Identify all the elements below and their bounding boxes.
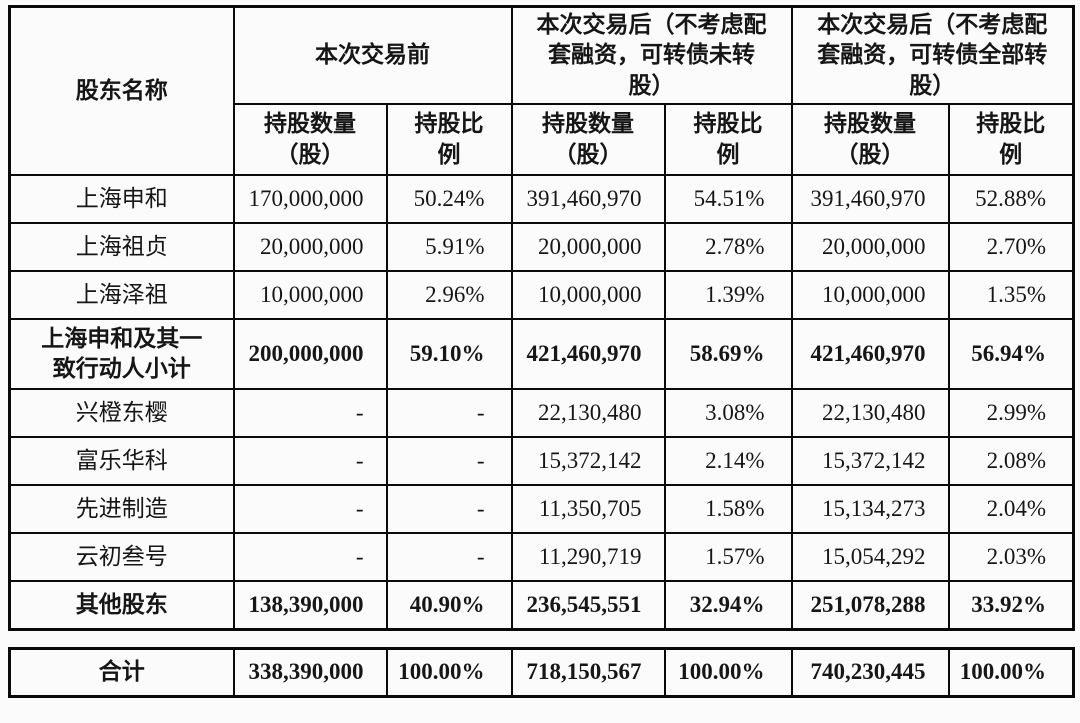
post2-ratio-header: 持股比 例 bbox=[947, 103, 1075, 177]
post1-qty-cell: 11,290,719 bbox=[510, 532, 666, 583]
header-sub-row: 持股数量 （股） 持股比 例 持股数量 （股） 持股比 例 持股数量 （股） 持… bbox=[10, 103, 1075, 177]
post1-pct-cell: 1.57% bbox=[663, 532, 793, 583]
post1-qty-cell: 22,130,480 bbox=[510, 388, 666, 439]
shareholder-name: 上海申和及其一 致行动人小计 bbox=[8, 318, 235, 391]
post1-qty-cell: 20,000,000 bbox=[510, 222, 666, 273]
pre-pct-cell: 2.96% bbox=[385, 270, 513, 321]
table-row-shanghai-zuzhen: 上海祖贞 20,000,000 5.91% 20,000,000 2.78% 2… bbox=[8, 222, 1075, 273]
shareholder-name: 上海祖贞 bbox=[8, 222, 235, 273]
post2-pct-cell: 52.88% bbox=[947, 174, 1075, 225]
total-label: 合计 bbox=[8, 647, 235, 698]
post1-pct-cell: 2.78% bbox=[663, 222, 793, 273]
table-row-shanghai-shenhe: 上海申和 170,000,000 50.24% 391,460,970 54.5… bbox=[8, 174, 1075, 225]
post2-pct-cell: 1.35% bbox=[947, 270, 1075, 321]
post1-qty-cell: 10,000,000 bbox=[510, 270, 666, 321]
pre-qty-cell: 20,000,000 bbox=[232, 222, 388, 273]
pre-qty-total-cell: 338,390,000 bbox=[232, 647, 388, 698]
pre-qty-cell: 200,000,000 bbox=[232, 318, 388, 391]
group-header-post-converted: 本次交易后（不考虑配 套融资，可转债全部转 股） bbox=[790, 5, 1075, 106]
post1-qty-cell: 236,545,551 bbox=[510, 580, 666, 631]
post2-pct-cell: 33.92% bbox=[947, 580, 1075, 631]
pre-qty-cell: - bbox=[232, 436, 388, 487]
post2-quantity-header: 持股数量 （股） bbox=[790, 103, 950, 177]
table-row-total: 合计 338,390,000 100.00% 718,150,567 100.0… bbox=[8, 647, 1075, 698]
pre-pct-cell: - bbox=[385, 388, 513, 439]
table-row-xingcheng-dongying: 兴橙东樱 - - 22,130,480 3.08% 22,130,480 2.9… bbox=[8, 388, 1075, 439]
group-header-post-unconverted: 本次交易后（不考虑配 套融资，可转债未转 股） bbox=[510, 5, 793, 106]
post2-qty-cell: 15,054,292 bbox=[790, 532, 950, 583]
pre-pct-cell: - bbox=[385, 532, 513, 583]
post2-qty-cell: 421,460,970 bbox=[790, 318, 950, 391]
post1-qty-cell: 11,350,705 bbox=[510, 484, 666, 535]
pre-qty-cell: 138,390,000 bbox=[232, 580, 388, 631]
pre-ratio-header: 持股比 例 bbox=[385, 103, 513, 177]
shareholder-name: 上海申和 bbox=[8, 174, 235, 225]
post2-qty-cell: 10,000,000 bbox=[790, 270, 950, 321]
group-header-pre-transaction: 本次交易前 bbox=[232, 5, 513, 106]
post1-quantity-header: 持股数量 （股） bbox=[510, 103, 666, 177]
shareholder-name: 云初叁号 bbox=[8, 532, 235, 583]
table-row-xianjin-zhizao: 先进制造 - - 11,350,705 1.58% 15,134,273 2.0… bbox=[8, 484, 1075, 535]
post2-pct-cell: 2.03% bbox=[947, 532, 1075, 583]
pre-qty-cell: 10,000,000 bbox=[232, 270, 388, 321]
post2-qty-cell: 20,000,000 bbox=[790, 222, 950, 273]
pre-qty-cell: 170,000,000 bbox=[232, 174, 388, 225]
table-row-other-shareholders: 其他股东 138,390,000 40.90% 236,545,551 32.9… bbox=[8, 580, 1075, 631]
pre-qty-cell: - bbox=[232, 388, 388, 439]
post2-qty-cell: 251,078,288 bbox=[790, 580, 950, 631]
post1-ratio-header: 持股比 例 bbox=[663, 103, 793, 177]
post2-qty-cell: 15,134,273 bbox=[790, 484, 950, 535]
post2-pct-cell: 2.04% bbox=[947, 484, 1075, 535]
shareholder-name-header: 股东名称 bbox=[8, 5, 235, 177]
post2-pct-cell: 2.70% bbox=[947, 222, 1075, 273]
post2-qty-cell: 15,372,142 bbox=[790, 436, 950, 487]
post2-pct-cell: 2.08% bbox=[947, 436, 1075, 487]
table-row-acting-in-concert-subtotal: 上海申和及其一 致行动人小计 200,000,000 59.10% 421,46… bbox=[8, 318, 1075, 391]
pre-pct-cell: - bbox=[385, 436, 513, 487]
post1-qty-cell: 15,372,142 bbox=[510, 436, 666, 487]
post1-pct-cell: 2.14% bbox=[663, 436, 793, 487]
post2-qty-cell: 22,130,480 bbox=[790, 388, 950, 439]
pre-qty-cell: - bbox=[232, 484, 388, 535]
pre-quantity-header: 持股数量 （股） bbox=[232, 103, 388, 177]
post2-qty-total-cell: 740,230,445 bbox=[790, 647, 950, 698]
post2-pct-cell: 56.94% bbox=[947, 318, 1075, 391]
pre-pct-cell: 40.90% bbox=[385, 580, 513, 631]
pre-pct-cell: 59.10% bbox=[385, 318, 513, 391]
shareholding-table: 股东名称 本次交易前 本次交易后（不考虑配 套融资，可转债未转 股） 本次交易后… bbox=[8, 5, 1075, 631]
pre-pct-cell: 50.24% bbox=[385, 174, 513, 225]
post1-pct-cell: 32.94% bbox=[663, 580, 793, 631]
table-separator-gap bbox=[8, 631, 1072, 647]
pre-pct-cell: - bbox=[385, 484, 513, 535]
shareholder-name: 上海泽祖 bbox=[8, 270, 235, 321]
pre-qty-cell: - bbox=[232, 532, 388, 583]
post1-qty-cell: 391,460,970 bbox=[510, 174, 666, 225]
post2-qty-cell: 391,460,970 bbox=[790, 174, 950, 225]
post1-pct-cell: 1.39% bbox=[663, 270, 793, 321]
post2-pct-cell: 2.99% bbox=[947, 388, 1075, 439]
shareholder-name: 兴橙东樱 bbox=[8, 388, 235, 439]
pre-pct-cell: 5.91% bbox=[385, 222, 513, 273]
table-row-fule-huake: 富乐华科 - - 15,372,142 2.14% 15,372,142 2.0… bbox=[8, 436, 1075, 487]
shareholder-name: 其他股东 bbox=[8, 580, 235, 631]
post2-pct-total-cell: 100.00% bbox=[947, 647, 1075, 698]
shareholder-name: 富乐华科 bbox=[8, 436, 235, 487]
post1-qty-total-cell: 718,150,567 bbox=[510, 647, 666, 698]
post1-pct-cell: 1.58% bbox=[663, 484, 793, 535]
post1-qty-cell: 421,460,970 bbox=[510, 318, 666, 391]
post1-pct-cell: 3.08% bbox=[663, 388, 793, 439]
table-row-yunchu-sanhao: 云初叁号 - - 11,290,719 1.57% 15,054,292 2.0… bbox=[8, 532, 1075, 583]
table-row-shanghai-zezu: 上海泽祖 10,000,000 2.96% 10,000,000 1.39% 1… bbox=[8, 270, 1075, 321]
shareholder-name: 先进制造 bbox=[8, 484, 235, 535]
post1-pct-cell: 58.69% bbox=[663, 318, 793, 391]
header-group-row: 股东名称 本次交易前 本次交易后（不考虑配 套融资，可转债未转 股） 本次交易后… bbox=[8, 5, 1075, 177]
post1-pct-total-cell: 100.00% bbox=[663, 647, 793, 698]
post1-pct-cell: 54.51% bbox=[663, 174, 793, 225]
pre-pct-total-cell: 100.00% bbox=[385, 647, 513, 698]
total-table: 合计 338,390,000 100.00% 718,150,567 100.0… bbox=[8, 646, 1075, 698]
